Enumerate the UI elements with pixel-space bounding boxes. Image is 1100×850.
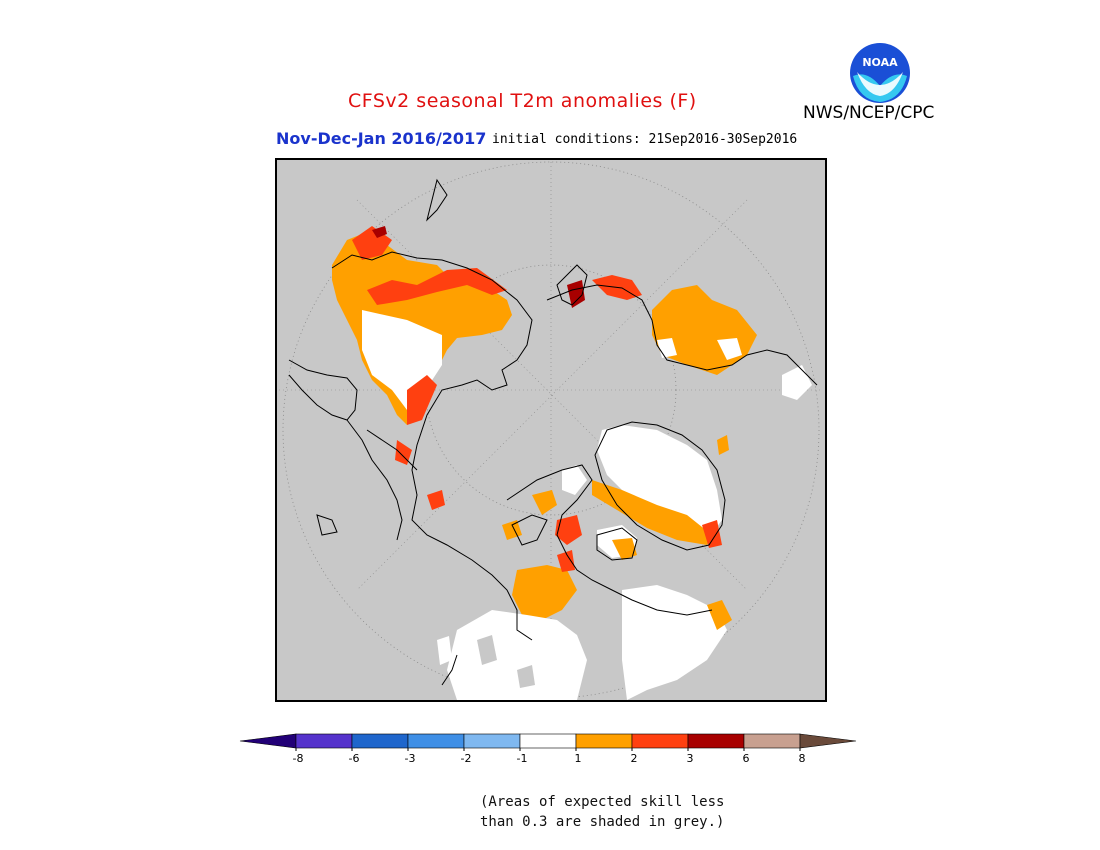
legend-swatch	[519, 733, 577, 749]
map-title: CFSv2 seasonal T2m anomalies (F)	[348, 90, 697, 112]
legend-swatch	[687, 733, 745, 749]
legend-arrow-high	[799, 733, 857, 749]
legend-tick-label: -3	[405, 752, 416, 765]
noaa-logo: NOAA	[849, 42, 911, 104]
legend-tick-label: 6	[743, 752, 750, 765]
legend-tick-label: -6	[349, 752, 360, 765]
region-north-america	[437, 585, 732, 700]
skill-note-line1: (Areas of expected skill less	[480, 794, 725, 810]
legend-swatch	[295, 733, 353, 749]
region-alaska	[567, 275, 812, 455]
region-greenland	[592, 425, 722, 548]
polar-map-svg	[279, 161, 823, 700]
initial-conditions-label: initial conditions: 21Sep2016-30Sep2016	[492, 132, 798, 147]
legend-tick-label: 8	[799, 752, 806, 765]
legend-tick-label: 1	[575, 752, 582, 765]
skill-note-line2: than 0.3 are shaded in grey.)	[480, 814, 725, 830]
region-northwest-asia	[332, 226, 512, 510]
skill-note: (Areas of expected skill less than 0.3 a…	[480, 792, 724, 832]
color-legend-svg: -8 -6 -3 -2 -1 1 2 3 6 8	[239, 733, 857, 765]
legend-swatch	[575, 733, 633, 749]
noaa-logo-text: NOAA	[862, 56, 898, 69]
legend-swatch	[743, 733, 801, 749]
color-legend: -8 -6 -3 -2 -1 1 2 3 6 8	[238, 732, 862, 772]
legend-tick-label: 3	[687, 752, 694, 765]
legend-swatch	[463, 733, 521, 749]
legend-swatch	[351, 733, 409, 749]
legend-swatch	[631, 733, 689, 749]
legend-swatch	[407, 733, 465, 749]
polar-map	[275, 158, 827, 702]
season-label: Nov-Dec-Jan 2016/2017	[276, 129, 487, 148]
legend-tick-label: 2	[631, 752, 638, 765]
agency-label: NWS/NCEP/CPC	[803, 103, 935, 123]
legend-tick-label: -8	[293, 752, 304, 765]
coastlines	[288, 178, 818, 686]
region-canadian-archipelago	[502, 465, 637, 620]
legend-tick-label: -1	[517, 752, 528, 765]
legend-arrow-low	[239, 733, 297, 749]
legend-tick-label: -2	[461, 752, 472, 765]
